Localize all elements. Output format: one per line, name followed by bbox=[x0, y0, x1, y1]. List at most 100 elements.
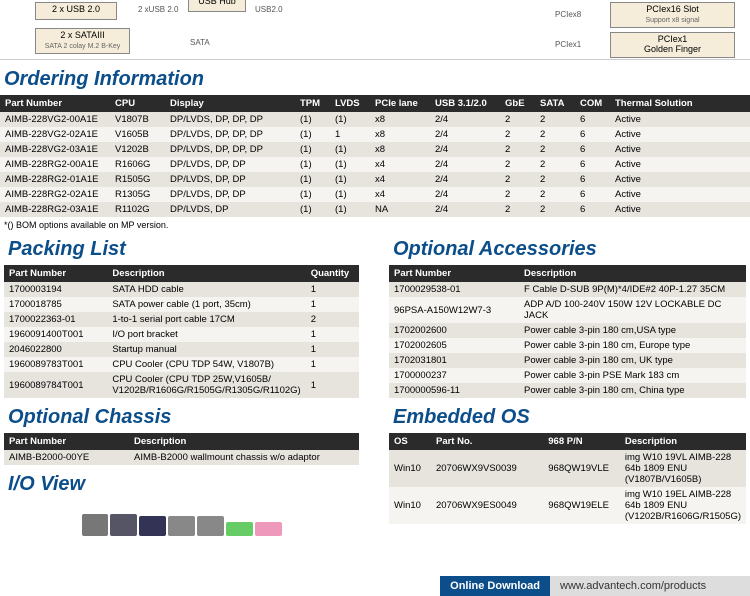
table-cell: x8 bbox=[370, 142, 430, 157]
block-diagram-fragment: 2 x USB 2.02 x SATAIIISATA 2 colay M.2 B… bbox=[0, 0, 750, 60]
column-header: OS bbox=[389, 433, 431, 450]
table-row: AIMB-228VG2-02A1EV1605BDP/LVDS, DP, DP, … bbox=[0, 127, 750, 142]
table-cell: 1700022363-01 bbox=[4, 312, 107, 327]
table-row: 1702031801Power cable 3-pin 180 cm, UK t… bbox=[389, 353, 746, 368]
table-cell: 2/4 bbox=[430, 112, 500, 127]
table-row: AIMB-228VG2-00A1EV1807BDP/LVDS, DP, DP, … bbox=[0, 112, 750, 127]
table-cell: Active bbox=[610, 127, 750, 142]
table-row: 96PSA-A150W12W7-3ADP A/D 100-240V 150W 1… bbox=[389, 297, 746, 323]
table-cell: R1505G bbox=[110, 172, 165, 187]
table-row: 1702002600Power cable 3-pin 180 cm,USA t… bbox=[389, 323, 746, 338]
column-header: Description bbox=[620, 433, 746, 450]
table-cell: AIMB-228RG2-01A1E bbox=[0, 172, 110, 187]
table-cell: 2 bbox=[535, 202, 575, 217]
table-cell: AIMB-228RG2-02A1E bbox=[0, 187, 110, 202]
column-header: LVDS bbox=[330, 95, 370, 112]
table-cell: 1 bbox=[306, 297, 359, 312]
embedded-heading: Embedded OS bbox=[393, 406, 746, 429]
table-cell: 2/4 bbox=[430, 157, 500, 172]
diagram-box-usbhub: USB Hub bbox=[188, 0, 246, 12]
download-bar: Online Download www.advantech.com/produc… bbox=[0, 576, 750, 596]
table-cell: DP/LVDS, DP bbox=[165, 202, 295, 217]
table-cell: 2/4 bbox=[430, 127, 500, 142]
table-cell: x4 bbox=[370, 157, 430, 172]
table-cell: 1 bbox=[306, 342, 359, 357]
table-cell: 6 bbox=[575, 187, 610, 202]
table-cell: R1606G bbox=[110, 157, 165, 172]
table-cell: 20706WX9ES0049 bbox=[431, 487, 543, 524]
table-row: AIMB-228RG2-01A1ER1505GDP/LVDS, DP, DP(1… bbox=[0, 172, 750, 187]
table-row: AIMB-B2000-00YEAIMB-B2000 wallmount chas… bbox=[4, 450, 359, 465]
table-row: 1700029538-01F Cable D-SUB 9P(M)*4/IDE#2… bbox=[389, 282, 746, 297]
table-cell: 2/4 bbox=[430, 202, 500, 217]
table-cell: (1) bbox=[295, 187, 330, 202]
diagram-label: PCIex1 bbox=[555, 40, 581, 49]
table-cell: (1) bbox=[295, 202, 330, 217]
column-header: PCIe lane bbox=[370, 95, 430, 112]
table-cell: SATA power cable (1 port, 35cm) bbox=[107, 297, 305, 312]
table-cell: 2 bbox=[500, 127, 535, 142]
table-cell: (1) bbox=[295, 127, 330, 142]
table-cell: (1) bbox=[330, 157, 370, 172]
column-header: Part Number bbox=[4, 433, 129, 450]
table-cell: Win10 bbox=[389, 450, 431, 487]
table-cell: Power cable 3-pin 180 cm, Europe type bbox=[519, 338, 746, 353]
table-cell: 2 bbox=[500, 157, 535, 172]
table-cell: 2 bbox=[535, 112, 575, 127]
accessories-heading: Optional Accessories bbox=[393, 238, 746, 261]
download-url[interactable]: www.advantech.com/products bbox=[550, 576, 750, 596]
table-row: 2046022800Startup manual1 bbox=[4, 342, 359, 357]
table-cell: (1) bbox=[295, 112, 330, 127]
table-cell: ADP A/D 100-240V 150W 12V LOCKABLE DC JA… bbox=[519, 297, 746, 323]
table-cell: Active bbox=[610, 112, 750, 127]
table-row: AIMB-228RG2-02A1ER1305GDP/LVDS, DP, DP(1… bbox=[0, 187, 750, 202]
table-cell: 968QW19ELE bbox=[543, 487, 620, 524]
table-cell: 1960089783T001 bbox=[4, 357, 107, 372]
table-cell: 1702002600 bbox=[389, 323, 519, 338]
table-cell: V1202B bbox=[110, 142, 165, 157]
table-row: 1700003194SATA HDD cable1 bbox=[4, 282, 359, 297]
table-cell: Active bbox=[610, 187, 750, 202]
column-header: Description bbox=[519, 265, 746, 282]
table-cell: DP/LVDS, DP, DP, DP bbox=[165, 127, 295, 142]
table-cell: 1960089784T001 bbox=[4, 372, 107, 398]
table-cell: 2 bbox=[500, 172, 535, 187]
table-cell: 2 bbox=[500, 187, 535, 202]
ordering-heading: Ordering Information bbox=[4, 68, 750, 91]
table-cell: 1-to-1 serial port cable 17CM bbox=[107, 312, 305, 327]
diagram-label: 2 xUSB 2.0 bbox=[138, 5, 178, 14]
table-row: 1700000596-11Power cable 3-pin 180 cm, C… bbox=[389, 383, 746, 398]
table-cell: DP/LVDS, DP, DP bbox=[165, 172, 295, 187]
table-cell: AIMB-228VG2-00A1E bbox=[0, 112, 110, 127]
table-cell: CPU Cooler (CPU TDP 54W, V1807B) bbox=[107, 357, 305, 372]
column-header: Part Number bbox=[389, 265, 519, 282]
column-header: CPU bbox=[110, 95, 165, 112]
table-cell: Startup manual bbox=[107, 342, 305, 357]
table-row: Win1020706WX9VS0039968QW19VLEimg W10 19V… bbox=[389, 450, 746, 487]
table-row: AIMB-228VG2-03A1EV1202BDP/LVDS, DP, DP, … bbox=[0, 142, 750, 157]
table-cell: 2 bbox=[535, 142, 575, 157]
table-cell: 2/4 bbox=[430, 187, 500, 202]
table-cell: NA bbox=[370, 202, 430, 217]
table-cell: R1305G bbox=[110, 187, 165, 202]
accessories-table: Part NumberDescription1700029538-01F Cab… bbox=[389, 265, 746, 398]
ioview-heading: I/O View bbox=[8, 473, 359, 496]
diagram-box-usb20: 2 x USB 2.0 bbox=[35, 2, 117, 20]
table-cell: Power cable 3-pin PSE Mark 183 cm bbox=[519, 368, 746, 383]
table-cell: 2/4 bbox=[430, 142, 500, 157]
table-row: AIMB-228RG2-00A1ER1606GDP/LVDS, DP, DP(1… bbox=[0, 157, 750, 172]
table-cell: (1) bbox=[330, 142, 370, 157]
table-cell: (1) bbox=[295, 142, 330, 157]
embedded-table: OSPart No.968 P/NDescriptionWin1020706WX… bbox=[389, 433, 746, 524]
column-header: SATA bbox=[535, 95, 575, 112]
table-cell: 2 bbox=[500, 202, 535, 217]
download-label: Online Download bbox=[440, 576, 550, 596]
table-cell: Power cable 3-pin 180 cm, China type bbox=[519, 383, 746, 398]
table-row: AIMB-228RG2-03A1ER1102GDP/LVDS, DP(1)(1)… bbox=[0, 202, 750, 217]
table-cell: 1700029538-01 bbox=[389, 282, 519, 297]
io-view-image bbox=[4, 506, 359, 536]
column-header: GbE bbox=[500, 95, 535, 112]
packing-heading: Packing List bbox=[8, 238, 359, 261]
table-cell: AIMB-228VG2-03A1E bbox=[0, 142, 110, 157]
table-cell: img W10 19VL AIMB-228 64b 1809 ENU (V180… bbox=[620, 450, 746, 487]
